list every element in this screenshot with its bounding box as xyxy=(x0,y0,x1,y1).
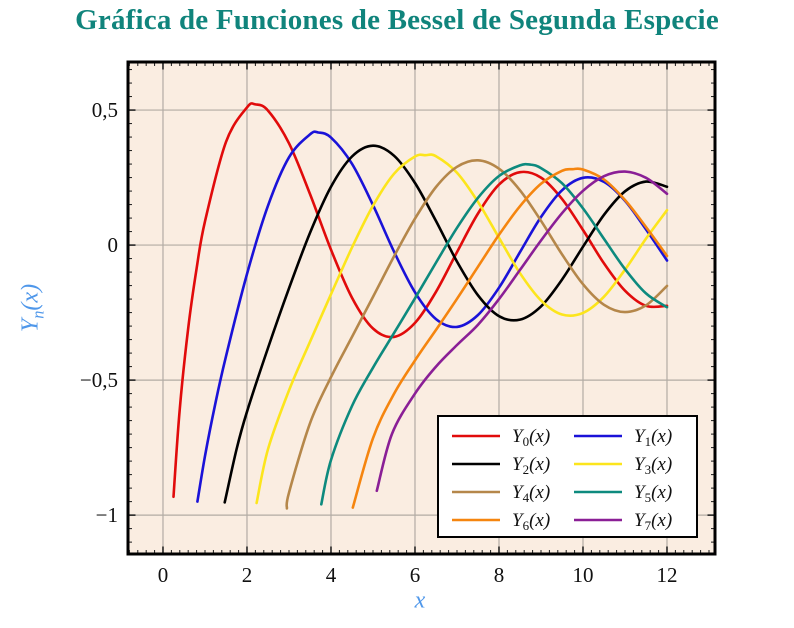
y-tick-label: −1 xyxy=(96,503,118,527)
legend-entry-Y0: Y0(x) xyxy=(452,426,550,449)
legend: Y0(x) Y1(x) Y2(x) Y3(x) Y4(x) Y5(x) Y6(x) Y7(x) xyxy=(437,415,698,538)
y-axis-label: Yn(x) xyxy=(18,284,49,332)
y-tick-label: 0,5 xyxy=(92,98,118,122)
legend-entry-Y1: Y1(x) xyxy=(574,426,672,449)
y-tick-label: −0,5 xyxy=(80,368,118,392)
x-tick-label: 10 xyxy=(572,563,593,587)
legend-entry-Y2: Y2(x) xyxy=(452,454,550,477)
curve-Y5 xyxy=(320,162,669,506)
y-axis-label-base: Y xyxy=(17,318,44,333)
curves-layer xyxy=(172,102,669,510)
legend-label: Y7(x) xyxy=(634,510,672,533)
legend-entry-Y5: Y5(x) xyxy=(574,482,672,505)
axis-frame xyxy=(126,60,717,556)
legend-entry-Y3: Y3(x) xyxy=(574,454,672,477)
legend-label: Y0(x) xyxy=(512,426,550,449)
x-tick-label: 2 xyxy=(242,563,253,587)
curve-Y0 xyxy=(172,102,669,499)
y-axis-label-arg: (x) xyxy=(17,283,44,311)
legend-label: Y6(x) xyxy=(512,510,550,533)
y-axis-label-subscript: n xyxy=(28,310,48,319)
legend-entry-Y7: Y7(x) xyxy=(574,510,672,533)
x-tick-label: 6 xyxy=(410,563,421,587)
curve-Y2 xyxy=(223,144,669,504)
x-tick-label: 12 xyxy=(656,563,677,587)
legend-label: Y1(x) xyxy=(634,426,672,449)
curve-Y3 xyxy=(255,153,669,505)
legend-entry-Y6: Y6(x) xyxy=(452,510,550,533)
curve-Y7 xyxy=(375,170,669,493)
tick-labels: 0 2 4 6 8 10 12 0,5 0 −0,5 −1 xyxy=(80,98,678,587)
y-tick-label: 0 xyxy=(108,233,119,257)
legend-label: Y4(x) xyxy=(512,482,550,505)
curve-Y4 xyxy=(285,158,669,510)
legend-label: Y2(x) xyxy=(512,454,550,477)
x-tick-label: 4 xyxy=(326,563,337,587)
chart-title: Gráfica de Funciones de Bessel de Segund… xyxy=(75,4,719,36)
curve-Y6 xyxy=(351,167,669,509)
curve-Y1 xyxy=(196,130,669,503)
x-axis-label: x xyxy=(414,587,426,614)
legend-entry-Y4: Y4(x) xyxy=(452,482,550,505)
legend-label: Y5(x) xyxy=(634,482,672,505)
x-tick-label: 8 xyxy=(494,563,505,587)
x-tick-label: 0 xyxy=(158,563,169,587)
legend-label: Y3(x) xyxy=(634,454,672,477)
